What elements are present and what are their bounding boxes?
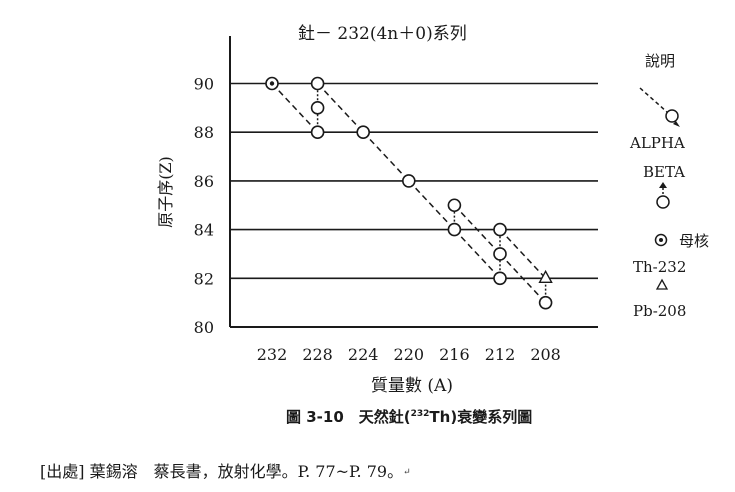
nuclide-point — [493, 247, 507, 261]
y-tick-label: 88 — [194, 123, 214, 142]
nuclide-point — [447, 222, 462, 237]
y-axis-label: 原子序(Z) — [156, 156, 175, 228]
y-tick-label: 82 — [194, 269, 214, 288]
nuclide-point — [538, 295, 553, 310]
nuclide-point — [493, 271, 507, 286]
legend-title: 說明 — [645, 52, 675, 70]
legend-parent-icon-dot — [659, 238, 663, 242]
caption-prefix: 圖 3-10 天然釷( — [286, 408, 411, 426]
alpha-decay-line — [317, 82, 364, 133]
legend-alpha-circle — [665, 109, 679, 123]
legend-parent-label: 母核 — [679, 232, 709, 250]
legend-end-nuclide: Pb-208 — [633, 302, 686, 320]
x-tick-label: 212 — [485, 345, 516, 364]
nuclide-point — [401, 174, 416, 188]
nuclide-points — [265, 76, 553, 310]
x-tick-label: 232 — [257, 345, 288, 364]
x-tick-label: 228 — [302, 345, 333, 364]
alpha-decay-line — [362, 131, 410, 182]
x-tick-label: 208 — [530, 345, 561, 364]
legend-alpha-arrow-icon — [673, 121, 680, 127]
parent-nuclide-point-dot — [269, 81, 275, 86]
x-axis-label: 質量數 (A) — [371, 376, 453, 396]
nuclide-point — [310, 101, 325, 115]
x-tick-label: 224 — [348, 345, 379, 364]
legend-alpha-label: ALPHA — [629, 134, 685, 152]
legend-beta-circle — [656, 195, 670, 209]
legend-beta-label: BETA — [643, 163, 685, 181]
legend-beta-arrow-icon — [659, 182, 667, 188]
decay-lines — [271, 82, 547, 304]
alpha-decay-line — [499, 229, 547, 279]
return-mark-icon: ↵ — [403, 467, 411, 478]
chart-title: 釷－ 232(4n＋0)系列 — [298, 24, 467, 44]
legend-parent-nuclide: Th-232 — [633, 258, 686, 276]
end-nuclide-point — [538, 269, 553, 283]
y-tick-label: 84 — [194, 221, 214, 240]
alpha-decay-line — [408, 180, 455, 231]
x-tick-label: 220 — [394, 345, 425, 364]
nuclide-point — [356, 125, 371, 139]
caption-suffix: Th)衰變系列圖 — [429, 408, 533, 426]
x-tick-labels: 232 228 224 220 216 212 208 — [257, 345, 561, 364]
y-tick-label: 86 — [194, 172, 214, 191]
nuclide-point — [493, 222, 507, 237]
alpha-decay-line — [453, 204, 501, 255]
y-tick-label: 80 — [194, 318, 214, 337]
legend-alpha-line — [639, 87, 668, 113]
source-citation: [出處] 葉錫溶 蔡長書，放射化學。P. 77~P. 79。↵ — [40, 458, 411, 482]
caption-sup: 232 — [410, 409, 430, 419]
figure-caption: 圖 3-10 天然釷(232Th)衰變系列圖 — [286, 406, 532, 427]
legend-end-triangle-icon — [655, 278, 669, 290]
y-tick-label: 90 — [194, 75, 214, 94]
nuclide-point — [310, 76, 325, 91]
nuclide-point — [447, 198, 462, 213]
alpha-decay-line — [271, 82, 319, 133]
source-text: [出處] 葉錫溶 蔡長書，放射化學。P. 77~P. 79。 — [40, 462, 404, 481]
alpha-decay-line — [453, 229, 501, 279]
legend: 說明 ALPHA BETA 母核 Th-232 Pb-208 — [629, 52, 709, 320]
alpha-decay-line — [499, 253, 547, 304]
nuclide-point — [310, 125, 325, 139]
x-tick-label: 216 — [439, 345, 470, 364]
y-tick-labels: 80 82 84 86 88 90 — [194, 75, 214, 338]
